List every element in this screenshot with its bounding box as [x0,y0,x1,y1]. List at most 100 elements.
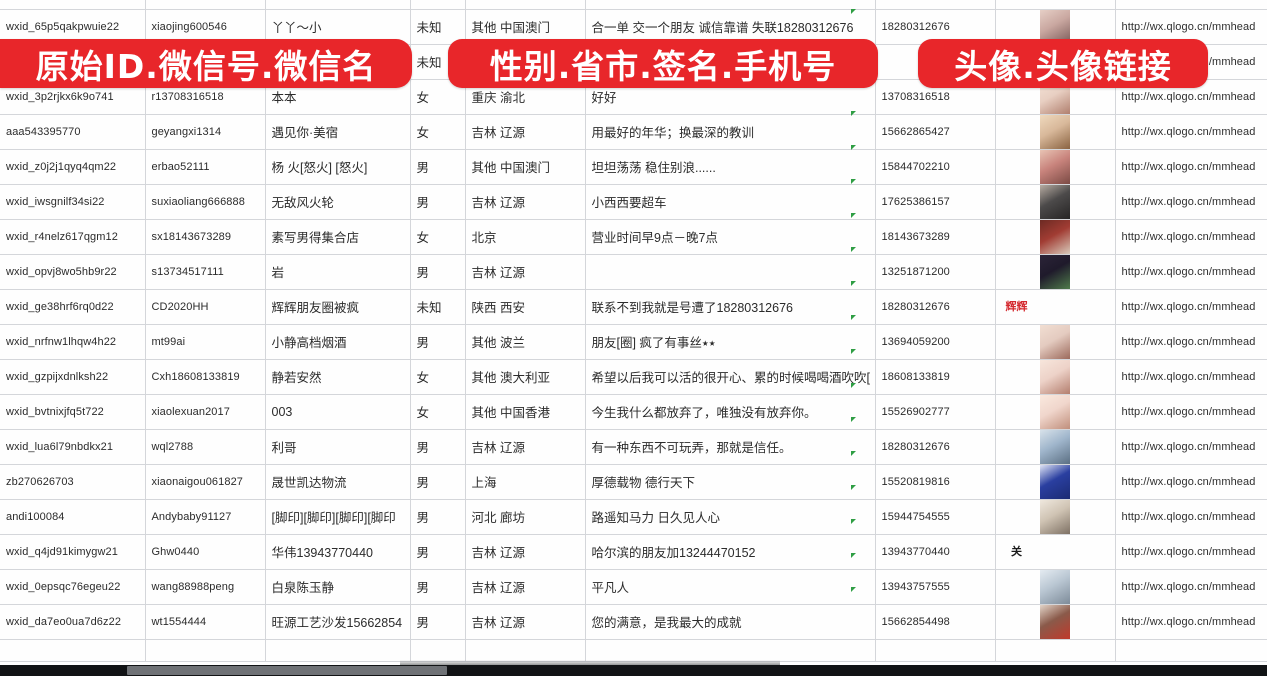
cell-signature[interactable]: 路遥知马力 日久见人心 [585,499,876,535]
cell-empty[interactable] [875,639,996,662]
cell-avatar-url[interactable]: http://wx.qlogo.cn/mmhead [1115,429,1267,465]
cell-province-city[interactable]: 其他 中国澳门 [465,149,586,185]
cell-avatar-url[interactable]: http://wx.qlogo.cn/mmhead [1115,219,1267,255]
cell-original-id[interactable]: wxid_iwsgnilf34si22 [0,184,146,220]
cell-avatar-url[interactable]: http://wx.qlogo.cn/mmhead [1115,569,1267,605]
cell-gender[interactable]: 男 [410,499,466,535]
table-row[interactable]: wxid_z0j2j1qyq4qm22 erbao52111 杨 火[怒火] [怒火… [0,149,1267,185]
cell-wechat-name[interactable]: 素写男得集合店 [265,219,411,255]
cell-phone[interactable]: 18280312676 [875,289,996,325]
cell-empty[interactable] [995,0,1116,10]
table-row[interactable]: zb270626703 xiaonaigou061827 晟世凯达物流男上海 厚德载物… [0,464,1267,500]
cell-province-city[interactable]: 其他 中国澳门 [465,9,586,45]
cell-empty[interactable] [145,0,266,10]
cell-avatar[interactable] [995,569,1116,605]
cell-gender[interactable]: 男 [410,464,466,500]
cell-avatar[interactable] [995,114,1116,150]
cell-signature[interactable]: 合一单 交一个朋友 诚信靠谱 失联18280312676 [585,9,876,45]
cell-avatar[interactable] [995,429,1116,465]
cell-signature[interactable]: 厚德载物 德行天下 [585,464,876,500]
cell-wechat-name[interactable]: [脚印][脚印][脚印][脚印 [265,499,411,535]
cell-wechat-id[interactable]: xiaolexuan2017 [145,394,266,430]
table-row[interactable]: wxid_bvtnixjfq5t722 xiaolexuan2017 003 女其他 … [0,394,1267,430]
cell-avatar[interactable] [995,219,1116,255]
cell-province-city[interactable]: 河北 廊坊 [465,499,586,535]
cell-signature[interactable]: 坦坦荡荡 稳住别浪...... [585,149,876,185]
cell-original-id[interactable]: wxid_lua6l79nbdkx21 [0,429,146,465]
cell-wechat-name[interactable]: 003 [265,394,411,430]
cell-gender[interactable]: 女 [410,79,466,115]
cell-avatar[interactable] [995,604,1116,640]
cell-phone[interactable]: 18280312676 [875,429,996,465]
cell-original-id[interactable]: wxid_65p5qakpwuie22 [0,9,146,45]
table-row[interactable]: wxid_opvj8wo5hb9r22 s13734517111 岩男吉林 辽源 13… [0,254,1267,290]
cell-gender[interactable]: 男 [410,149,466,185]
cell-original-id[interactable]: wxid_r4nelz617qgm12 [0,219,146,255]
table-row[interactable]: andi100084 Andybaby91127 [脚印][脚印][脚印][脚印男河… [0,499,1267,535]
cell-signature[interactable] [585,254,876,290]
cell-phone[interactable]: 15844702210 [875,149,996,185]
cell-province-city[interactable]: 其他 澳大利亚 [465,359,586,395]
cell-province-city[interactable]: 吉林 辽源 [465,604,586,640]
cell-phone[interactable]: 15526902777 [875,394,996,430]
cell-avatar-url[interactable]: http://wx.qlogo.cn/mmhead [1115,289,1267,325]
cell-empty[interactable] [0,0,146,10]
cell-gender[interactable]: 女 [410,359,466,395]
cell-empty[interactable] [995,639,1116,662]
cell-avatar[interactable] [995,254,1116,290]
cell-wechat-id[interactable]: Ghw0440 [145,534,266,570]
cell-empty[interactable] [875,0,996,10]
cell-empty[interactable] [585,639,876,662]
cell-avatar[interactable] [995,394,1116,430]
table-row[interactable]: wxid_gzpijxdnlksh22 Cxh18608133819 静若安然女其他… [0,359,1267,395]
cell-gender[interactable]: 女 [410,114,466,150]
horizontal-scrollbar-track[interactable] [0,665,1267,676]
cell-empty[interactable] [0,639,146,662]
table-row[interactable]: wxid_iwsgnilf34si22 suxiaoliang666888 无敌风火… [0,184,1267,220]
cell-signature[interactable]: 您的满意，是我最大的成就 [585,604,876,640]
cell-wechat-id[interactable]: geyangxi1314 [145,114,266,150]
cell-signature[interactable]: 有一种东西不可玩弄，那就是信任。 [585,429,876,465]
cell-gender[interactable]: 男 [410,254,466,290]
table-row[interactable]: wxid_65p5qakpwuie22 xiaojing600546 丫丫～小 未知其… [0,9,1267,45]
cell-original-id[interactable]: wxid_nrfnw1lhqw4h22 [0,324,146,360]
cell-phone[interactable]: 13251871200 [875,254,996,290]
cell-avatar[interactable] [995,184,1116,220]
cell-signature[interactable]: 用最好的年华；换最深的教训 [585,114,876,150]
cell-wechat-name[interactable]: 遇见你·美宿 [265,114,411,150]
cell-province-city[interactable]: 吉林 辽源 [465,254,586,290]
cell-province-city[interactable]: 其他 中国香港 [465,394,586,430]
cell-wechat-name[interactable]: 利哥 [265,429,411,465]
cell-gender[interactable]: 男 [410,534,466,570]
horizontal-scroll-thumb[interactable] [127,666,447,675]
cell-wechat-name[interactable]: 岩 [265,254,411,290]
cell-empty[interactable] [265,639,411,662]
cell-province-city[interactable]: 吉林 辽源 [465,114,586,150]
cell-signature[interactable]: 平凡人 [585,569,876,605]
cell-phone[interactable]: 17625386157 [875,184,996,220]
cell-wechat-id[interactable]: mt99ai [145,324,266,360]
cell-signature[interactable]: 哈尔滨的朋友加13244470152 [585,534,876,570]
cell-province-city[interactable]: 上海 [465,464,586,500]
cell-wechat-name[interactable]: 静若安然 [265,359,411,395]
cell-signature[interactable]: 希望以后我可以活的很开心、累的时候喝喝酒吹吹[ [585,359,876,395]
cell-original-id[interactable]: wxid_z0j2j1qyq4qm22 [0,149,146,185]
cell-avatar[interactable] [995,359,1116,395]
table-row[interactable]: wxid_r4nelz617qgm12 sx18143673289 素写男得集合店女… [0,219,1267,255]
cell-wechat-id[interactable]: xiaonaigou061827 [145,464,266,500]
table-row[interactable]: wxid_lua6l79nbdkx21 wql2788 利哥男吉林 辽源 有一种东西不… [0,429,1267,465]
cell-phone[interactable]: 15662865427 [875,114,996,150]
cell-avatar[interactable] [995,464,1116,500]
cell-wechat-name[interactable]: 辉辉朋友圈被疯 [265,289,411,325]
cell-avatar-url[interactable]: http://wx.qlogo.cn/mmhead [1115,149,1267,185]
table-row[interactable]: wxid_0epsqc76egeu22 wang88988peng 白泉陈玉静男吉林… [0,569,1267,605]
cell-wechat-id[interactable]: wql2788 [145,429,266,465]
cell-phone[interactable]: 13943757555 [875,569,996,605]
cell-original-id[interactable]: wxid_da7eo0ua7d6z22 [0,604,146,640]
cell-phone[interactable]: 13694059200 [875,324,996,360]
cell-avatar[interactable] [995,149,1116,185]
table-row[interactable]: wxid_da7eo0ua7d6z22 wt1554444 旺源工艺沙发156628… [0,604,1267,640]
cell-empty[interactable] [265,0,411,10]
cell-province-city[interactable]: 其他 波兰 [465,324,586,360]
